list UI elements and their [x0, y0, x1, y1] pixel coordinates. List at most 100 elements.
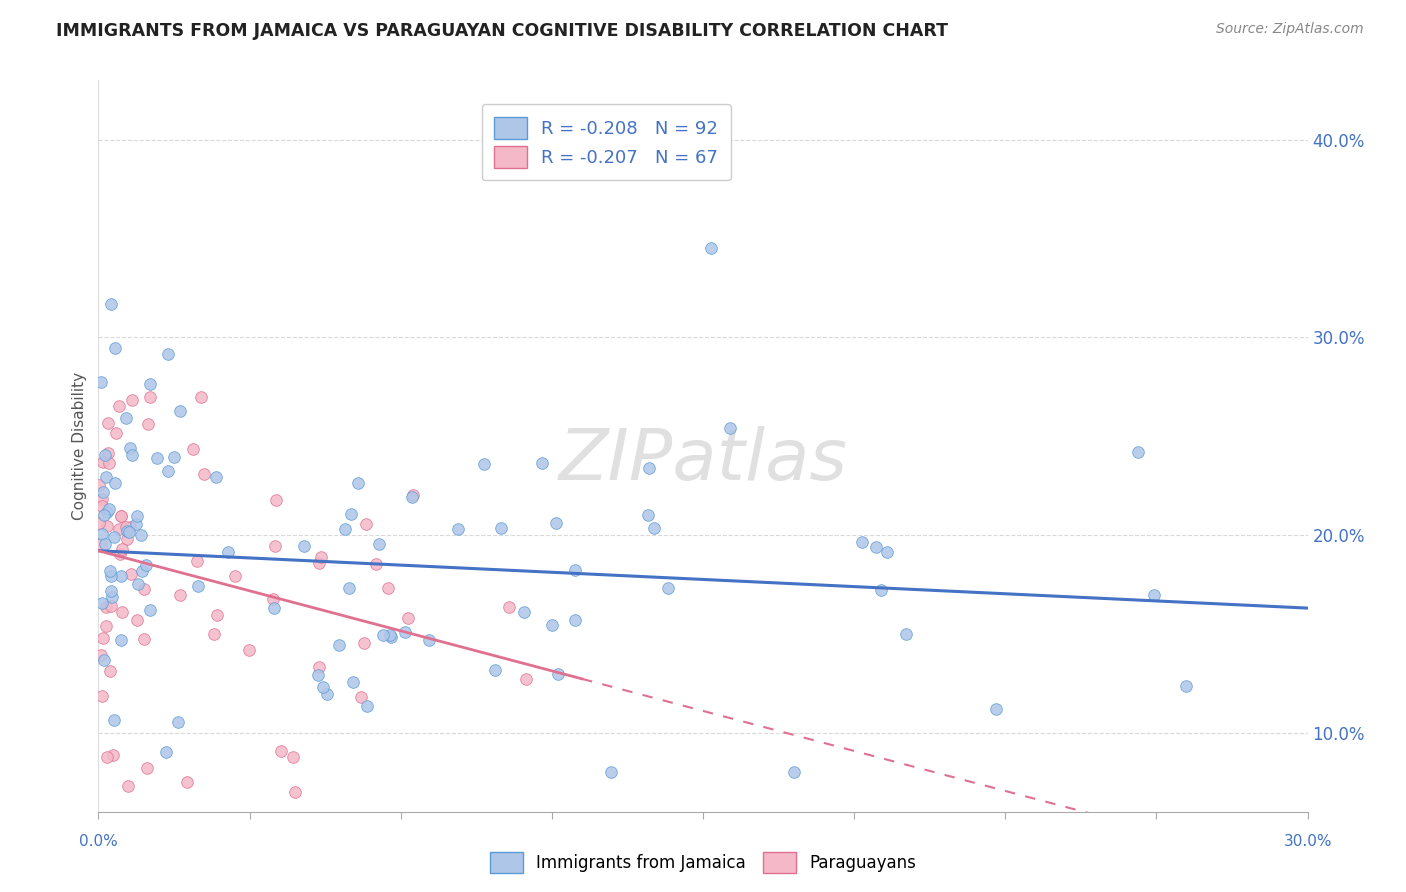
Point — [139, 603, 162, 617]
Point — [156, 464, 179, 478]
Point — [103, 530, 125, 544]
Point — [135, 558, 157, 572]
Point — [96, 519, 118, 533]
Point — [284, 785, 307, 799]
Point — [104, 341, 127, 355]
Point — [328, 638, 350, 652]
Point — [121, 392, 143, 407]
Point — [599, 765, 621, 780]
Point — [270, 744, 292, 758]
Point — [108, 522, 131, 536]
Point — [139, 377, 162, 392]
Point — [120, 566, 142, 581]
Point — [93, 485, 115, 500]
Point — [896, 627, 918, 641]
Point — [100, 568, 122, 582]
Point — [93, 508, 115, 522]
Point — [193, 467, 215, 481]
Point — [94, 537, 117, 551]
Point — [90, 690, 112, 704]
Point — [512, 605, 534, 619]
Point — [474, 458, 496, 472]
Point — [350, 690, 373, 705]
Point — [111, 605, 134, 619]
Point — [118, 520, 141, 534]
Point — [564, 563, 586, 577]
Point — [1128, 445, 1150, 459]
Point — [90, 596, 112, 610]
Point — [96, 619, 118, 633]
Point — [564, 613, 586, 627]
Point — [353, 636, 375, 650]
Point — [190, 390, 212, 404]
Point — [309, 549, 332, 564]
Point — [354, 517, 377, 532]
Point — [134, 582, 156, 596]
Point — [544, 516, 567, 530]
Point — [100, 599, 122, 614]
Point — [851, 535, 873, 549]
Point — [134, 632, 156, 646]
Point — [547, 667, 569, 681]
Point — [157, 346, 180, 360]
Point — [373, 628, 395, 642]
Point — [91, 455, 114, 469]
Text: 0.0%: 0.0% — [79, 834, 118, 849]
Point — [489, 521, 512, 535]
Point — [139, 390, 162, 404]
Point — [484, 663, 506, 677]
Point — [205, 469, 228, 483]
Point — [100, 583, 122, 598]
Point — [87, 516, 110, 531]
Point — [105, 425, 128, 440]
Point — [127, 577, 149, 591]
Point — [394, 624, 416, 639]
Point — [447, 522, 470, 536]
Text: 30.0%: 30.0% — [1284, 834, 1331, 849]
Point — [176, 775, 198, 789]
Y-axis label: Cognitive Disability: Cognitive Disability — [72, 372, 87, 520]
Point — [96, 505, 118, 519]
Point — [125, 516, 148, 531]
Point — [378, 628, 401, 642]
Point — [94, 600, 117, 615]
Point — [1175, 679, 1198, 693]
Text: ZIPatlas: ZIPatlas — [558, 426, 848, 495]
Point — [110, 508, 132, 523]
Point — [342, 675, 364, 690]
Point — [169, 404, 191, 418]
Point — [401, 491, 423, 505]
Point — [117, 779, 139, 793]
Point — [238, 642, 260, 657]
Point — [340, 508, 363, 522]
Point — [498, 599, 520, 614]
Point — [224, 569, 246, 583]
Point — [398, 611, 420, 625]
Legend: R = -0.208   N = 92, R = -0.207   N = 67: R = -0.208 N = 92, R = -0.207 N = 67 — [482, 104, 731, 180]
Point — [356, 699, 378, 714]
Point — [700, 241, 723, 255]
Point — [101, 747, 124, 762]
Point — [377, 581, 399, 595]
Point — [98, 665, 121, 679]
Point — [402, 488, 425, 502]
Point — [876, 545, 898, 559]
Point — [637, 460, 659, 475]
Point — [515, 672, 537, 686]
Text: IMMIGRANTS FROM JAMAICA VS PARAGUAYAN COGNITIVE DISABILITY CORRELATION CHART: IMMIGRANTS FROM JAMAICA VS PARAGUAYAN CO… — [56, 22, 948, 40]
Point — [90, 375, 112, 389]
Point — [97, 446, 120, 460]
Point — [110, 633, 132, 648]
Point — [368, 537, 391, 551]
Point — [308, 556, 330, 570]
Point — [186, 554, 208, 568]
Point — [131, 564, 153, 578]
Point — [93, 448, 115, 462]
Point — [104, 476, 127, 491]
Point — [984, 701, 1007, 715]
Legend: Immigrants from Jamaica, Paraguayans: Immigrants from Jamaica, Paraguayans — [484, 846, 922, 880]
Point — [163, 450, 186, 465]
Point — [90, 648, 112, 662]
Point — [115, 532, 138, 546]
Point — [101, 591, 124, 605]
